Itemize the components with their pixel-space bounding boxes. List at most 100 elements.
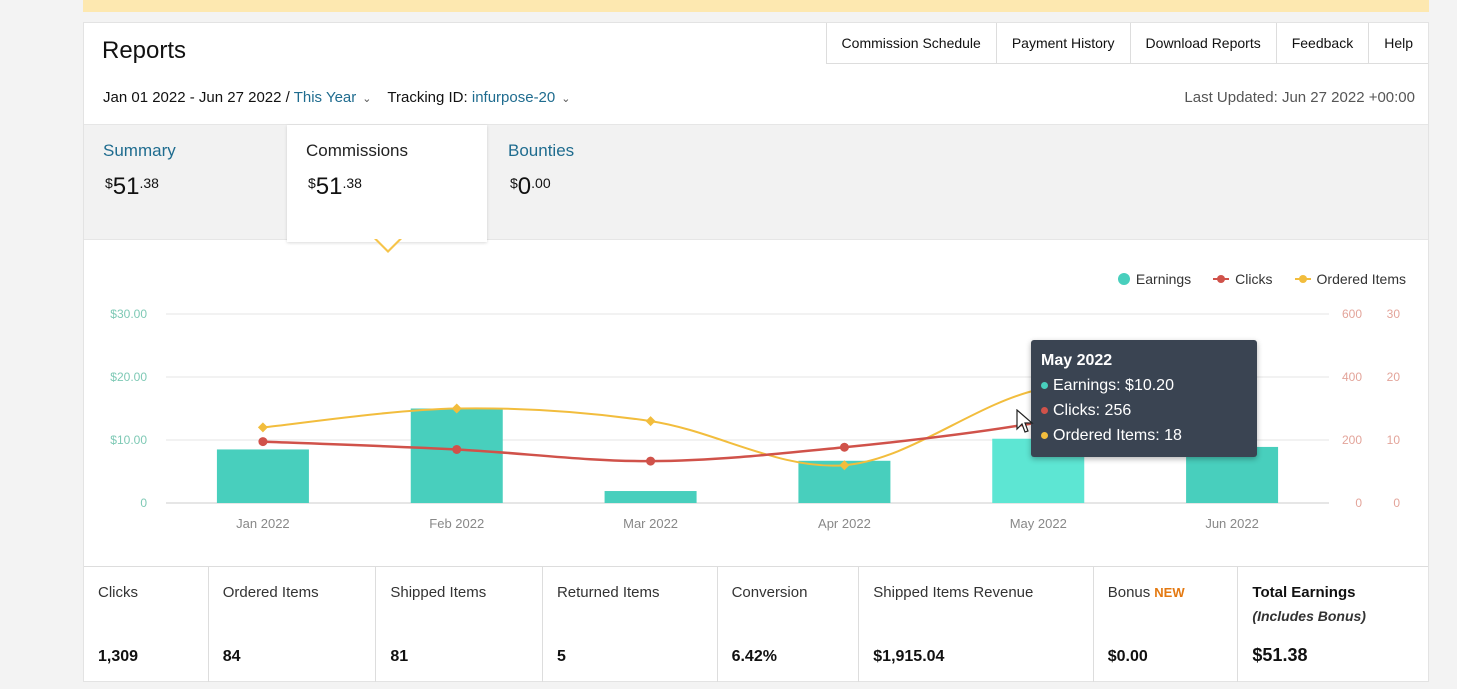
tab-commissions-amount: $51.38 bbox=[308, 173, 362, 201]
stat-conversion-label: Conversion bbox=[731, 584, 808, 601]
stat-clicks-value: 1,309 bbox=[98, 648, 139, 665]
earnings-bar bbox=[410, 408, 503, 503]
earnings-bar bbox=[604, 491, 697, 503]
right-axis-1-tick: 0 bbox=[1355, 496, 1362, 510]
chart-legend: Earnings Clicks Ordered Items bbox=[1117, 271, 1406, 287]
amount-cents: .38 bbox=[139, 175, 159, 191]
tooltip-ordered-dot bbox=[1041, 432, 1048, 440]
tab-bounties-amount: $0.00 bbox=[510, 173, 551, 201]
stat-clicks-label: Clicks bbox=[98, 584, 138, 601]
right-axis-1-tick: 600 bbox=[1342, 307, 1362, 321]
tracking-id-label: Tracking ID: bbox=[387, 89, 468, 106]
download-reports-button[interactable]: Download Reports bbox=[1131, 23, 1277, 63]
stats-row: Clicks 1,309 Ordered Items 84 Shipped It… bbox=[84, 566, 1428, 682]
clicks-point bbox=[646, 456, 656, 466]
x-axis-tick: Mar 2022 bbox=[623, 516, 678, 531]
legend-clicks[interactable]: Clicks bbox=[1213, 271, 1273, 287]
right-axis-2-tick: 20 bbox=[1387, 370, 1401, 384]
reports-panel: Reports Commission Schedule Payment Hist… bbox=[83, 22, 1429, 682]
stat-bonus-value: $0.00 bbox=[1107, 648, 1148, 665]
tab-bounties[interactable]: Bounties $0.00 bbox=[489, 125, 689, 239]
chevron-down-icon[interactable]: ⌄ bbox=[362, 93, 372, 105]
stat-clicks: Clicks 1,309 bbox=[84, 567, 209, 682]
legend-earnings[interactable]: Earnings bbox=[1117, 271, 1192, 287]
clicks-point bbox=[452, 444, 462, 454]
tooltip-clicks-text: Clicks: 256 bbox=[1053, 402, 1132, 419]
left-axis-tick: 0 bbox=[140, 496, 147, 510]
right-axis-2-tick: 30 bbox=[1387, 307, 1401, 321]
currency-symbol: $ bbox=[510, 175, 518, 191]
tooltip-earnings: Earnings: $10.20 bbox=[1041, 377, 1174, 395]
stat-ordered-value: 84 bbox=[222, 648, 241, 665]
reports-top-nav: Commission Schedule Payment History Down… bbox=[825, 23, 1428, 64]
currency-symbol: $ bbox=[105, 175, 113, 191]
stat-bonus-label: Bonus NEW bbox=[1108, 584, 1185, 601]
stat-bonus: Bonus NEW $0.00 bbox=[1094, 567, 1239, 682]
stat-returned-label: Returned Items bbox=[556, 584, 660, 601]
x-axis-tick: Apr 2022 bbox=[818, 516, 871, 531]
tab-summary[interactable]: Summary $51.38 bbox=[84, 125, 284, 239]
stat-conversion: Conversion 6.42% bbox=[718, 567, 860, 682]
legend-ordered-label: Ordered Items bbox=[1316, 271, 1406, 287]
stat-revenue-value: $1,915.04 bbox=[873, 648, 945, 665]
stat-ordered-items: Ordered Items 84 bbox=[209, 567, 377, 682]
amount-whole: 51 bbox=[112, 173, 140, 200]
ordered-items-point bbox=[645, 416, 656, 427]
commission-schedule-button[interactable]: Commission Schedule bbox=[827, 23, 997, 63]
right-axis-1-tick: 400 bbox=[1342, 370, 1362, 384]
earnings-bar bbox=[216, 449, 309, 503]
x-axis-tick: Jan 2022 bbox=[236, 516, 290, 531]
legend-clicks-marker bbox=[1213, 275, 1230, 283]
tooltip-ordered-text: Ordered Items: 18 bbox=[1053, 427, 1182, 444]
active-tab-pointer bbox=[374, 238, 402, 253]
help-button[interactable]: Help bbox=[1384, 35, 1413, 51]
stat-returned-items: Returned Items 5 bbox=[543, 567, 718, 682]
legend-ordered-marker bbox=[1294, 275, 1311, 283]
amount-whole: 51 bbox=[315, 173, 343, 200]
left-axis-tick: $20.00 bbox=[110, 370, 147, 384]
period-dropdown[interactable]: This Year bbox=[293, 89, 357, 106]
amount-cents: .38 bbox=[342, 175, 362, 191]
last-updated-text: Last Updated: Jun 27 2022 +00:00 bbox=[1184, 89, 1415, 106]
tracking-id-dropdown[interactable]: infurpose-20 bbox=[471, 89, 556, 106]
stat-total-earnings: Total Earnings (Includes Bonus) $51.38 bbox=[1238, 567, 1428, 682]
tooltip-earnings-dot bbox=[1041, 382, 1048, 390]
tab-summary-amount: $51.38 bbox=[105, 173, 159, 201]
mouse-cursor-icon bbox=[1016, 409, 1034, 433]
legend-clicks-label: Clicks bbox=[1235, 271, 1273, 287]
stat-returned-value: 5 bbox=[556, 648, 566, 665]
ordered-items-point bbox=[257, 422, 268, 433]
tooltip-clicks-dot bbox=[1041, 407, 1048, 415]
page-title: Reports bbox=[102, 37, 187, 64]
tab-commissions[interactable]: Commissions $51.38 bbox=[287, 125, 487, 242]
legend-earnings-dot bbox=[1117, 273, 1130, 285]
notice-banner bbox=[83, 0, 1429, 12]
tab-commissions-label: Commissions bbox=[306, 141, 409, 160]
stat-shipped-revenue: Shipped Items Revenue $1,915.04 bbox=[859, 567, 1094, 682]
legend-ordered-items[interactable]: Ordered Items bbox=[1294, 271, 1406, 287]
stat-shipped-items: Shipped Items 81 bbox=[376, 567, 543, 682]
date-range-text: Jan 01 2022 - Jun 27 2022 / bbox=[103, 89, 290, 106]
payment-history-button[interactable]: Payment History bbox=[997, 23, 1131, 63]
tooltip-clicks: Clicks: 256 bbox=[1041, 402, 1131, 420]
amount-cents: .00 bbox=[531, 175, 551, 191]
stat-conversion-value: 6.42% bbox=[731, 648, 777, 665]
clicks-point bbox=[258, 437, 268, 447]
left-axis-tick: $30.00 bbox=[110, 307, 147, 321]
right-axis-2-tick: 10 bbox=[1387, 433, 1401, 447]
ordered-items-point bbox=[839, 460, 850, 471]
legend-earnings-label: Earnings bbox=[1135, 271, 1192, 287]
tooltip-title: May 2022 bbox=[1041, 352, 1113, 369]
x-axis-tick: May 2022 bbox=[1010, 516, 1067, 531]
feedback-button[interactable]: Feedback bbox=[1277, 23, 1370, 63]
stat-bonus-label-text: Bonus bbox=[1107, 584, 1151, 601]
chevron-down-icon[interactable]: ⌄ bbox=[561, 93, 571, 105]
clicks-point bbox=[839, 442, 849, 452]
stat-ordered-label: Ordered Items bbox=[222, 584, 319, 601]
stat-shipped-value: 81 bbox=[390, 648, 409, 665]
stat-shipped-label: Shipped Items bbox=[390, 584, 487, 601]
tab-summary-label: Summary bbox=[103, 141, 176, 160]
stat-total-value: $51.38 bbox=[1252, 645, 1308, 665]
amount-whole: 0 bbox=[517, 173, 532, 200]
x-axis-tick: Jun 2022 bbox=[1205, 516, 1259, 531]
